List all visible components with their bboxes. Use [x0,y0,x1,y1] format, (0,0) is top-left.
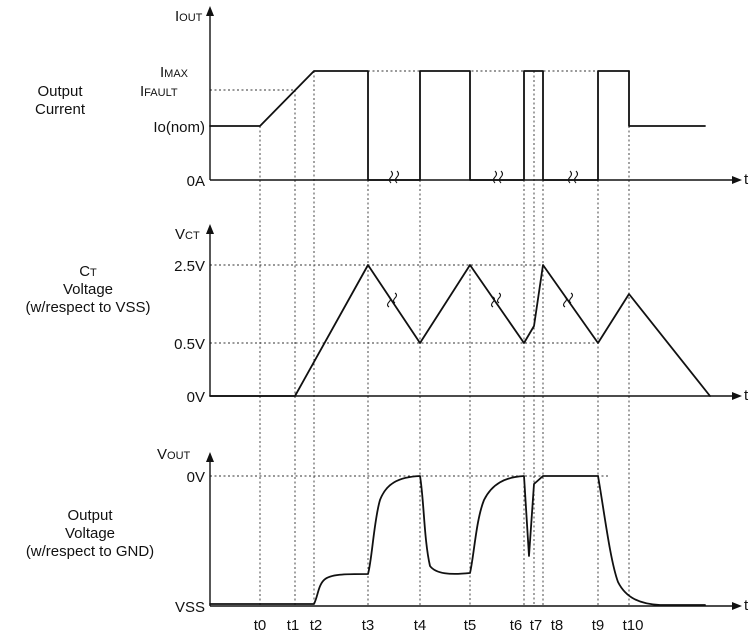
current-y-arrow [206,6,214,16]
ct-voltage-title-line2: Voltage [63,281,113,298]
ifault-label: IFAULT [140,83,178,100]
break-symbol [386,292,398,308]
ct-voltage-waveform [209,264,711,397]
output-current-panel: IOUT IMAX IFAULT Io(nom) 0A Output Curre… [35,6,749,190]
zero-amp-label: 0A [187,173,205,190]
time-marker-labels: t0 t1 t2 t3 t4 t5 t6 t7 t8 t9 t10 [254,617,644,634]
ct-0v5-label: 0.5V [174,336,205,353]
time-marker-label-t9: t9 [592,617,605,634]
break-symbol [388,170,400,184]
break-symbol [567,170,579,184]
imax-label: IMAX [160,64,189,81]
ct-0v-label: 0V [187,389,205,406]
output-voltage-waveform [209,475,706,606]
time-marker-label-t5: t5 [464,617,477,634]
time-marker-label-t0: t0 [254,617,267,634]
time-marker-lines [259,71,630,606]
time-marker-label-t6: t6 [510,617,523,634]
vss-label: VSS [175,599,205,616]
vout-axis-label: VOUT [157,446,191,463]
output-voltage-title-line3: (w/respect to GND) [26,543,154,560]
time-axis-label: t [744,387,749,404]
output-current-title-line1: Output [37,83,83,100]
output-voltage-title-line1: Output [67,507,113,524]
vout-0v-label: 0V [187,469,205,486]
current-axis-label: IOUT [175,8,203,25]
time-marker-label-t4: t4 [414,617,427,634]
ct-voltage-panel: VCT 2.5V 0.5V 0V CT Voltage (w/respect t… [25,224,749,406]
ct-x-arrow [732,392,742,400]
time-marker-label-t2: t2 [310,617,323,634]
output-voltage-panel: VOUT 0V VSS Output Voltage (w/respect to… [26,446,749,616]
time-break-symbols [388,170,579,184]
ct-2v5-label: 2.5V [174,258,205,275]
break-symbol [490,292,502,308]
break-symbol [492,170,504,184]
time-marker-label-t10: t10 [623,617,644,634]
time-marker-label-t1: t1 [287,617,300,634]
vout-y-arrow [206,452,214,462]
ct-voltage-title-line1: CT [79,263,97,280]
time-axis-label: t [744,597,749,614]
time-marker-label-t7: t7 [530,617,543,634]
ct-axis-label: VCT [175,226,200,243]
output-current-title-line2: Current [35,101,86,118]
ct-y-arrow [206,224,214,234]
time-marker-label-t8: t8 [551,617,564,634]
time-marker-label-t3: t3 [362,617,375,634]
ct-voltage-title-line3: (w/respect to VSS) [25,299,150,316]
ct-break-symbols [386,292,574,308]
time-axis-label: t [744,171,749,188]
io-nom-label: Io(nom) [153,119,205,136]
current-x-arrow [732,176,742,184]
break-symbol [562,292,574,308]
output-current-waveform [209,70,706,181]
output-voltage-title-line2: Voltage [65,525,115,542]
vout-x-arrow [732,602,742,610]
